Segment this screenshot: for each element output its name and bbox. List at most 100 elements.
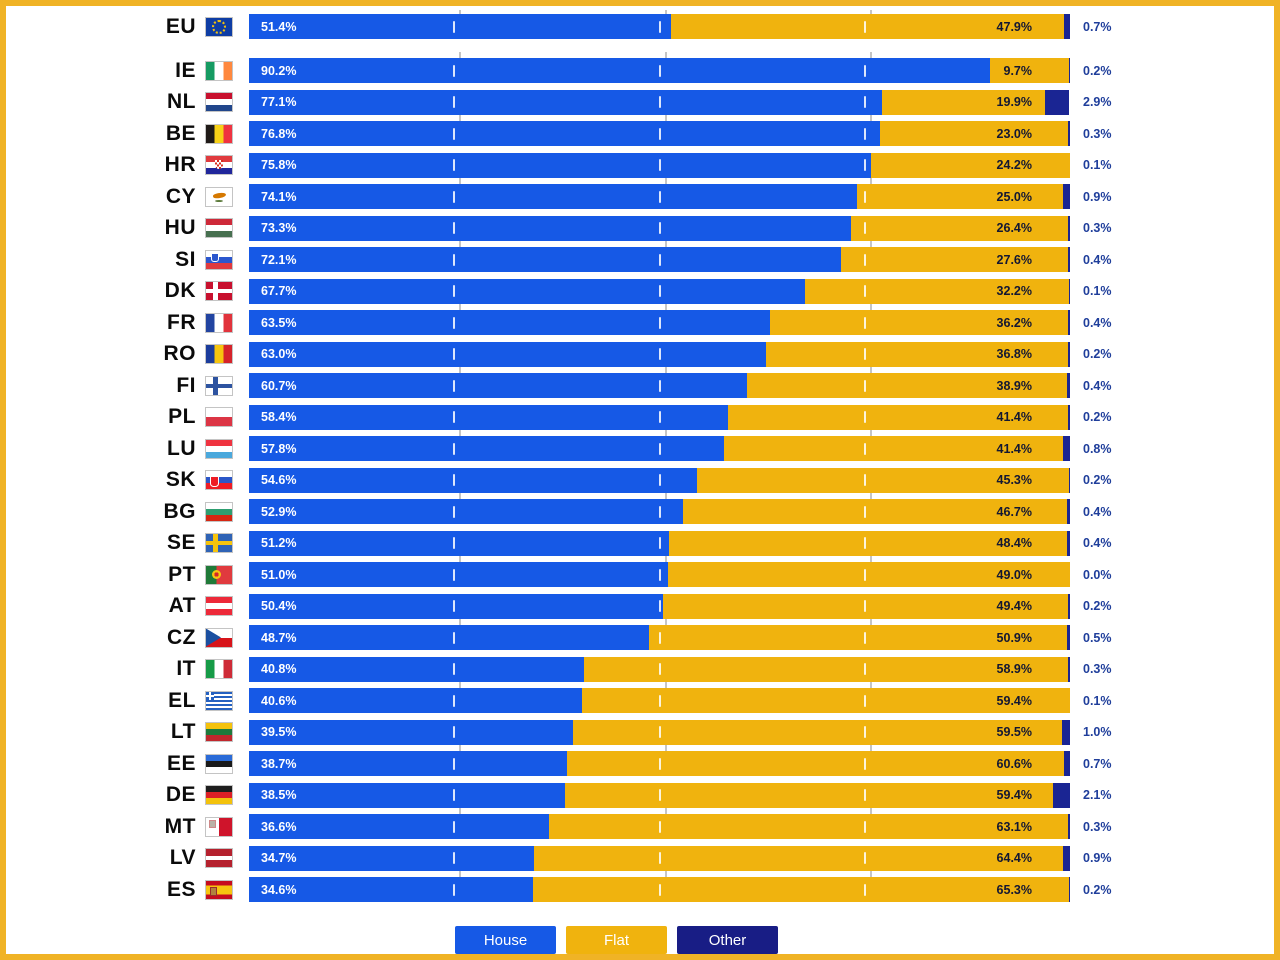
house-bar-segment <box>249 121 880 146</box>
country-code: DK <box>164 279 196 302</box>
other-value-label: 0.3% <box>1083 221 1112 235</box>
bar-track: 51.2% 48.4% <box>249 530 1070 556</box>
flag-icon-nl <box>205 92 233 112</box>
gridline-tick <box>453 505 456 518</box>
house-bar-segment <box>249 625 649 650</box>
chart-row-el: EL 40.6% 59.4% 0.1% <box>6 688 1274 713</box>
other-bar-segment <box>1067 814 1070 839</box>
gridline-tick <box>658 789 661 801</box>
gridline-tick <box>863 726 866 738</box>
country-code: PL <box>168 405 196 428</box>
country-code: HU <box>164 216 196 239</box>
gridline-tick <box>453 96 456 108</box>
gridline-tick <box>863 316 866 329</box>
house-bar-segment <box>249 782 566 808</box>
flag-icon-sk <box>205 470 233 490</box>
house-bar-segment <box>249 341 767 367</box>
country-code: EU <box>165 14 196 38</box>
bar-track: 63.5% 36.2% <box>249 310 1070 335</box>
house-value-label: 51.0% <box>261 567 297 582</box>
other-value-label: 0.7% <box>1083 756 1112 771</box>
gridline-tick <box>453 820 456 833</box>
flag-emblem <box>206 694 214 697</box>
other-value-label: 0.1% <box>1083 693 1112 708</box>
bar-track: 51.0% 49.0% <box>249 562 1070 587</box>
gridline-tick <box>453 631 456 644</box>
chart-row-at: AT 50.4% 49.4% 0.2% <box>6 593 1274 619</box>
gridline-tick <box>658 600 661 612</box>
other-bar-segment <box>1069 877 1070 902</box>
flag-icon-mt <box>205 816 233 837</box>
house-bar-segment <box>249 719 574 745</box>
flag-icon-eu <box>205 16 233 37</box>
other-value-label: 0.2% <box>1083 347 1112 361</box>
house-value-label: 77.1% <box>261 95 297 109</box>
other-value-label: 0.9% <box>1083 189 1112 204</box>
house-bar-segment <box>249 373 748 398</box>
flag-icon-ro <box>205 344 233 364</box>
country-code: DE <box>165 783 196 806</box>
chart-row-pl: PL 58.4% 41.4% 0.2% <box>6 404 1274 430</box>
gridline-tick <box>453 883 456 896</box>
other-bar-segment <box>1068 404 1070 430</box>
gridline-tick <box>863 190 866 203</box>
chart-row-dk: DK 67.7% 32.2% 0.1% <box>6 278 1274 304</box>
bar-track: 52.9% 46.7% <box>249 499 1070 524</box>
gridline-tick <box>863 96 866 108</box>
gridline-tick <box>453 348 456 360</box>
house-value-label: 60.7% <box>261 378 297 393</box>
other-value-label: 0.2% <box>1083 473 1112 487</box>
flat-value-label: 36.8% <box>996 347 1032 361</box>
gridline-tick <box>453 694 456 707</box>
gridline-tick <box>863 883 866 896</box>
country-code: RO <box>163 342 196 365</box>
gridline-tick <box>658 726 661 738</box>
flat-bar-segment <box>881 89 1046 115</box>
chart-row-it: IT 40.8% 58.9% 0.3% <box>6 656 1274 682</box>
chart-row-se: SE 51.2% 48.4% 0.4% <box>6 530 1274 556</box>
house-value-label: 34.7% <box>261 851 297 865</box>
other-value-label: 0.9% <box>1083 851 1112 865</box>
house-value-label: 72.1% <box>261 252 297 267</box>
other-bar-segment <box>1067 656 1070 682</box>
flat-value-label: 60.6% <box>996 756 1032 771</box>
other-value-label: 0.4% <box>1083 315 1112 330</box>
bar-track: 90.2% 9.7% <box>249 58 1070 83</box>
country-code: SK <box>165 468 196 491</box>
chart-row-ro: RO 63.0% 36.8% 0.2% <box>6 341 1274 367</box>
gridline-tick <box>453 190 456 203</box>
other-value-label: 0.7% <box>1083 19 1112 34</box>
other-bar-segment <box>1045 89 1070 115</box>
country-code: MT <box>164 814 196 838</box>
gridline-tick <box>658 64 661 77</box>
house-bar-segment <box>249 310 771 335</box>
house-bar-segment <box>249 58 990 83</box>
flat-value-label: 63.1% <box>996 819 1032 834</box>
flat-value-label: 19.9% <box>996 95 1032 109</box>
flag-emblem <box>212 191 227 199</box>
house-bar-segment <box>249 877 534 902</box>
house-bar-segment <box>249 14 671 39</box>
house-value-label: 38.7% <box>261 756 297 771</box>
flag-icon-dk <box>205 281 233 301</box>
other-bar-segment <box>1062 845 1070 871</box>
flat-bar-segment <box>723 436 1064 461</box>
bar-track: 39.5% 59.5% <box>249 719 1070 745</box>
gridline-tick <box>658 852 661 864</box>
country-code: IE <box>175 58 196 82</box>
flat-bar-segment <box>747 373 1067 398</box>
house-value-label: 48.7% <box>261 630 297 645</box>
gridline-tick <box>658 568 661 581</box>
flat-bar-segment <box>533 877 1070 902</box>
gridline-tick <box>453 663 456 675</box>
flat-value-label: 49.0% <box>996 567 1032 582</box>
flat-bar-segment <box>857 184 1063 209</box>
flag-icon-be <box>205 123 233 144</box>
flag-emblem <box>209 819 216 828</box>
legend: House Flat Other <box>455 926 778 954</box>
other-value-label: 0.3% <box>1083 126 1112 141</box>
country-code: CZ <box>167 625 196 649</box>
gridline-tick <box>863 600 866 612</box>
chart-row-lt: LT 39.5% 59.5% 1.0% <box>6 719 1274 745</box>
other-bar-segment <box>1068 341 1070 367</box>
